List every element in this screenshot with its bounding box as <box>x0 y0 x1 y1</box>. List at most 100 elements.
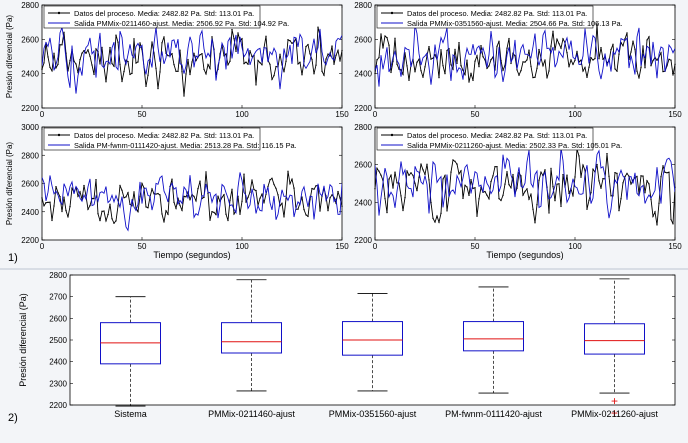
x-tick-label: 0 <box>373 110 378 119</box>
series-marker <box>143 187 145 189</box>
series-marker <box>89 204 91 207</box>
series-marker <box>173 201 175 204</box>
series-marker <box>203 196 205 199</box>
series-marker <box>53 52 55 54</box>
series-marker <box>468 81 470 83</box>
y-tick-label: 2400 <box>49 358 67 367</box>
series-marker <box>159 194 161 196</box>
series-marker <box>67 216 69 218</box>
series-marker <box>325 58 327 60</box>
series-marker <box>478 198 480 200</box>
series-marker <box>472 79 474 82</box>
series-marker <box>249 191 251 193</box>
series-marker <box>602 177 604 180</box>
series-marker <box>550 45 552 47</box>
series-marker <box>538 179 540 182</box>
series-marker <box>99 219 101 222</box>
series-marker <box>155 67 157 70</box>
series-marker <box>622 45 624 47</box>
series-marker <box>299 61 301 63</box>
series-marker <box>181 70 183 73</box>
series-marker <box>165 210 167 212</box>
series-marker <box>293 187 295 189</box>
series-marker <box>231 188 233 191</box>
series-marker <box>660 176 662 178</box>
series-marker <box>335 54 337 57</box>
legend-label: Datos del proceso. Media: 2482.82 Pa. St… <box>74 9 254 18</box>
box-4: PM-fwnm-0111420-ajust <box>445 286 542 419</box>
series-marker <box>113 65 115 67</box>
series-marker <box>59 195 61 198</box>
series-marker <box>59 44 61 46</box>
series-marker <box>514 55 516 57</box>
series-line-model <box>375 24 675 87</box>
series-marker <box>125 196 127 198</box>
y-tick-label: 2200 <box>21 236 39 245</box>
series-marker <box>424 173 426 176</box>
series-marker <box>500 199 502 202</box>
line-chart-top-left: 2200 2400 2600 2800 0 50 100 150 Datos del proce… <box>5 1 349 119</box>
y-tick-label: 2200 <box>21 104 39 113</box>
series-marker <box>265 35 267 37</box>
series-marker <box>656 59 658 61</box>
y-tick-label: 3000 <box>21 123 39 132</box>
series-marker <box>271 177 273 180</box>
series-marker <box>93 73 95 76</box>
series-marker <box>556 183 558 185</box>
series-marker <box>430 201 432 204</box>
series-marker <box>552 30 554 32</box>
series-marker <box>600 46 602 49</box>
x-axis-label: Tiempo (segundos) <box>486 250 563 260</box>
series-marker <box>638 77 640 79</box>
category-label: Sistema <box>114 409 147 419</box>
series-marker <box>209 219 211 221</box>
series-marker <box>386 36 388 39</box>
series-marker <box>640 66 642 69</box>
series-marker <box>460 64 462 67</box>
series-marker <box>496 45 498 48</box>
series-marker <box>494 166 496 168</box>
series-marker <box>630 51 632 53</box>
category-label: PMMix-0211260-ajust <box>571 409 658 419</box>
series-marker <box>464 73 466 76</box>
series-marker <box>548 212 550 214</box>
iqr-box <box>584 323 645 355</box>
series-marker <box>117 205 119 207</box>
series-marker <box>199 180 201 182</box>
series-marker <box>618 53 620 55</box>
series-marker <box>89 55 91 57</box>
y-axis-label: Presión diferencial (Pa) <box>5 15 14 98</box>
series-marker <box>109 46 111 49</box>
series-marker <box>185 196 187 198</box>
series-marker <box>239 213 241 215</box>
series-marker <box>648 183 650 185</box>
series-marker <box>508 37 510 40</box>
y-tick-label: 2600 <box>21 35 39 44</box>
series-marker <box>191 61 193 63</box>
series-marker <box>582 164 584 166</box>
y-tick-label: 2600 <box>354 161 372 170</box>
series-marker <box>656 224 658 226</box>
series-marker <box>231 28 233 31</box>
series-marker <box>432 57 434 59</box>
series-marker <box>612 43 614 46</box>
series-marker <box>420 163 422 165</box>
series-marker <box>446 49 448 52</box>
series-marker <box>646 180 648 182</box>
series-marker <box>107 63 109 65</box>
iqr-box <box>342 321 403 356</box>
legend-label: Salida PMMix-0211460-ajust. Media: 2506.… <box>74 19 289 28</box>
series-marker <box>303 208 305 211</box>
series-marker <box>79 191 81 193</box>
series-marker <box>400 69 402 71</box>
x-tick-label: 50 <box>471 242 480 251</box>
series-marker <box>233 213 235 215</box>
series-marker <box>568 192 570 195</box>
series-marker <box>237 32 239 34</box>
y-axis-label: Presión diferencial (Pa) <box>18 293 28 387</box>
x-tick-label: 50 <box>138 242 147 251</box>
series-marker <box>462 197 464 200</box>
series-marker <box>305 45 307 48</box>
series-marker <box>460 170 462 172</box>
series-marker <box>662 165 664 167</box>
